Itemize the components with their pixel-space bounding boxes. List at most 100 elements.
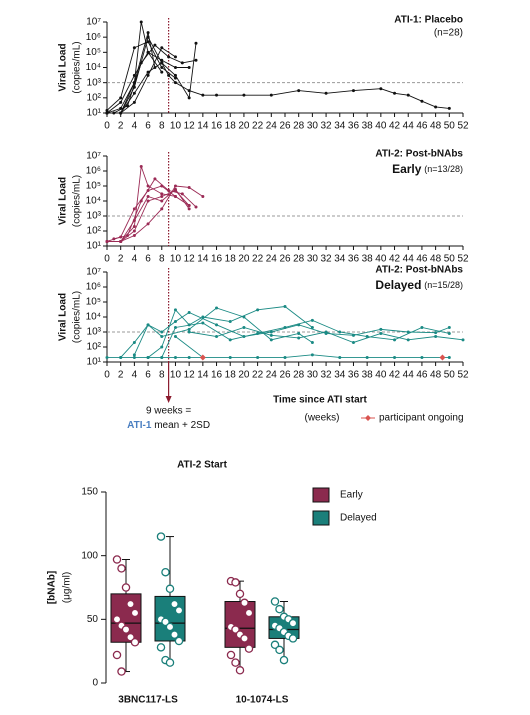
x-tick-label: 22 <box>252 121 264 132</box>
x-tick-label: 4 <box>132 370 138 381</box>
data-point <box>160 194 164 198</box>
data-point <box>105 239 109 243</box>
data-point <box>288 618 298 628</box>
data-point <box>173 194 177 198</box>
data-point <box>160 335 164 339</box>
data-point <box>146 323 150 327</box>
y-tick-label: 10⁷ <box>86 267 101 278</box>
data-point <box>170 599 179 609</box>
data-point <box>379 87 383 91</box>
data-point <box>132 219 136 223</box>
data-point <box>447 106 451 110</box>
x-tick-label: 20 <box>238 254 250 265</box>
panel-subtitle: Early (n=13/28) <box>392 162 463 176</box>
data-point <box>393 355 397 359</box>
data-point <box>187 185 191 189</box>
y-tick-label: 10³ <box>87 77 102 88</box>
data-point <box>240 634 249 643</box>
y-tick-label: 10⁵ <box>86 297 101 308</box>
data-point <box>324 330 328 334</box>
data-point <box>119 96 123 100</box>
data-point <box>194 41 198 45</box>
data-point <box>119 355 123 359</box>
data-point <box>167 189 171 193</box>
data-point <box>244 608 254 618</box>
data-point <box>112 237 116 241</box>
data-point <box>420 325 424 329</box>
data-point <box>244 644 254 653</box>
data-point <box>201 93 205 97</box>
data-point <box>447 355 451 359</box>
data-point <box>242 325 246 329</box>
data-point <box>174 636 184 646</box>
data-point <box>201 194 205 198</box>
x-tick-label: 20 <box>238 370 250 381</box>
x-tick-label: 2 <box>118 121 124 132</box>
data-point <box>117 564 126 573</box>
data-point <box>379 331 383 335</box>
data-point <box>235 666 245 675</box>
data-point <box>393 91 397 95</box>
data-point <box>160 66 164 69</box>
data-point <box>406 330 410 334</box>
data-point <box>187 66 191 69</box>
x-tick-label: 42 <box>389 254 401 265</box>
data-point <box>173 81 177 85</box>
y-axis-unit: (copies/mL) <box>72 291 83 343</box>
data-point <box>434 335 438 339</box>
y-axis-title: Viral Load <box>58 293 69 341</box>
ongoing-marker <box>439 354 446 361</box>
x-tick-label: 30 <box>307 121 319 132</box>
data-point <box>139 164 143 168</box>
series-line <box>106 21 163 114</box>
data-point <box>310 318 314 322</box>
data-point <box>112 615 122 624</box>
data-point <box>180 192 184 196</box>
x-tick-label: 8 <box>159 370 165 381</box>
x-tick-label: 28 <box>293 370 305 381</box>
data-point <box>447 325 451 329</box>
data-point <box>275 645 284 655</box>
x-tick-label: 12 <box>184 254 196 265</box>
x-tick-label: 24 <box>266 121 278 132</box>
data-point <box>119 111 123 115</box>
data-point <box>105 111 109 115</box>
data-point <box>160 199 164 203</box>
x-tick-label: 3BNC117-LS <box>118 695 178 706</box>
legend-label: Delayed <box>340 513 377 524</box>
data-point <box>310 325 314 329</box>
y-tick-label: 150 <box>81 487 98 498</box>
data-point <box>132 91 136 95</box>
x-tick-label: 12 <box>184 370 196 381</box>
x-tick-label: 26 <box>279 254 291 265</box>
x-tick-label: 6 <box>145 370 151 381</box>
data-point <box>160 192 164 196</box>
box <box>154 595 186 642</box>
data-point <box>146 70 150 74</box>
panel-title: ATI-2: Post-bNAbs <box>375 265 463 276</box>
data-point <box>146 40 150 44</box>
data-point <box>226 650 236 660</box>
data-point <box>187 204 191 208</box>
y-tick-label: 10⁶ <box>86 32 101 43</box>
data-point <box>269 330 273 334</box>
data-point <box>165 584 175 594</box>
data-point <box>156 532 166 541</box>
data-point <box>130 638 140 647</box>
x-tick-label: 32 <box>321 121 333 132</box>
data-point <box>146 199 150 203</box>
data-point <box>215 335 219 339</box>
y-tick-label: 10² <box>87 226 102 237</box>
x-tick-label: 50 <box>444 370 456 381</box>
x-tick-label: 18 <box>225 121 237 132</box>
x-tick-label: 24 <box>266 370 278 381</box>
y-tick-label: 10⁵ <box>86 47 101 58</box>
series-line <box>107 185 204 242</box>
data-point <box>167 55 171 59</box>
x-tick-label: 36 <box>348 121 360 132</box>
data-point <box>338 330 342 334</box>
x-axis-title: Time since ATI start <box>273 395 367 406</box>
x-tick-label: 16 <box>211 121 223 132</box>
